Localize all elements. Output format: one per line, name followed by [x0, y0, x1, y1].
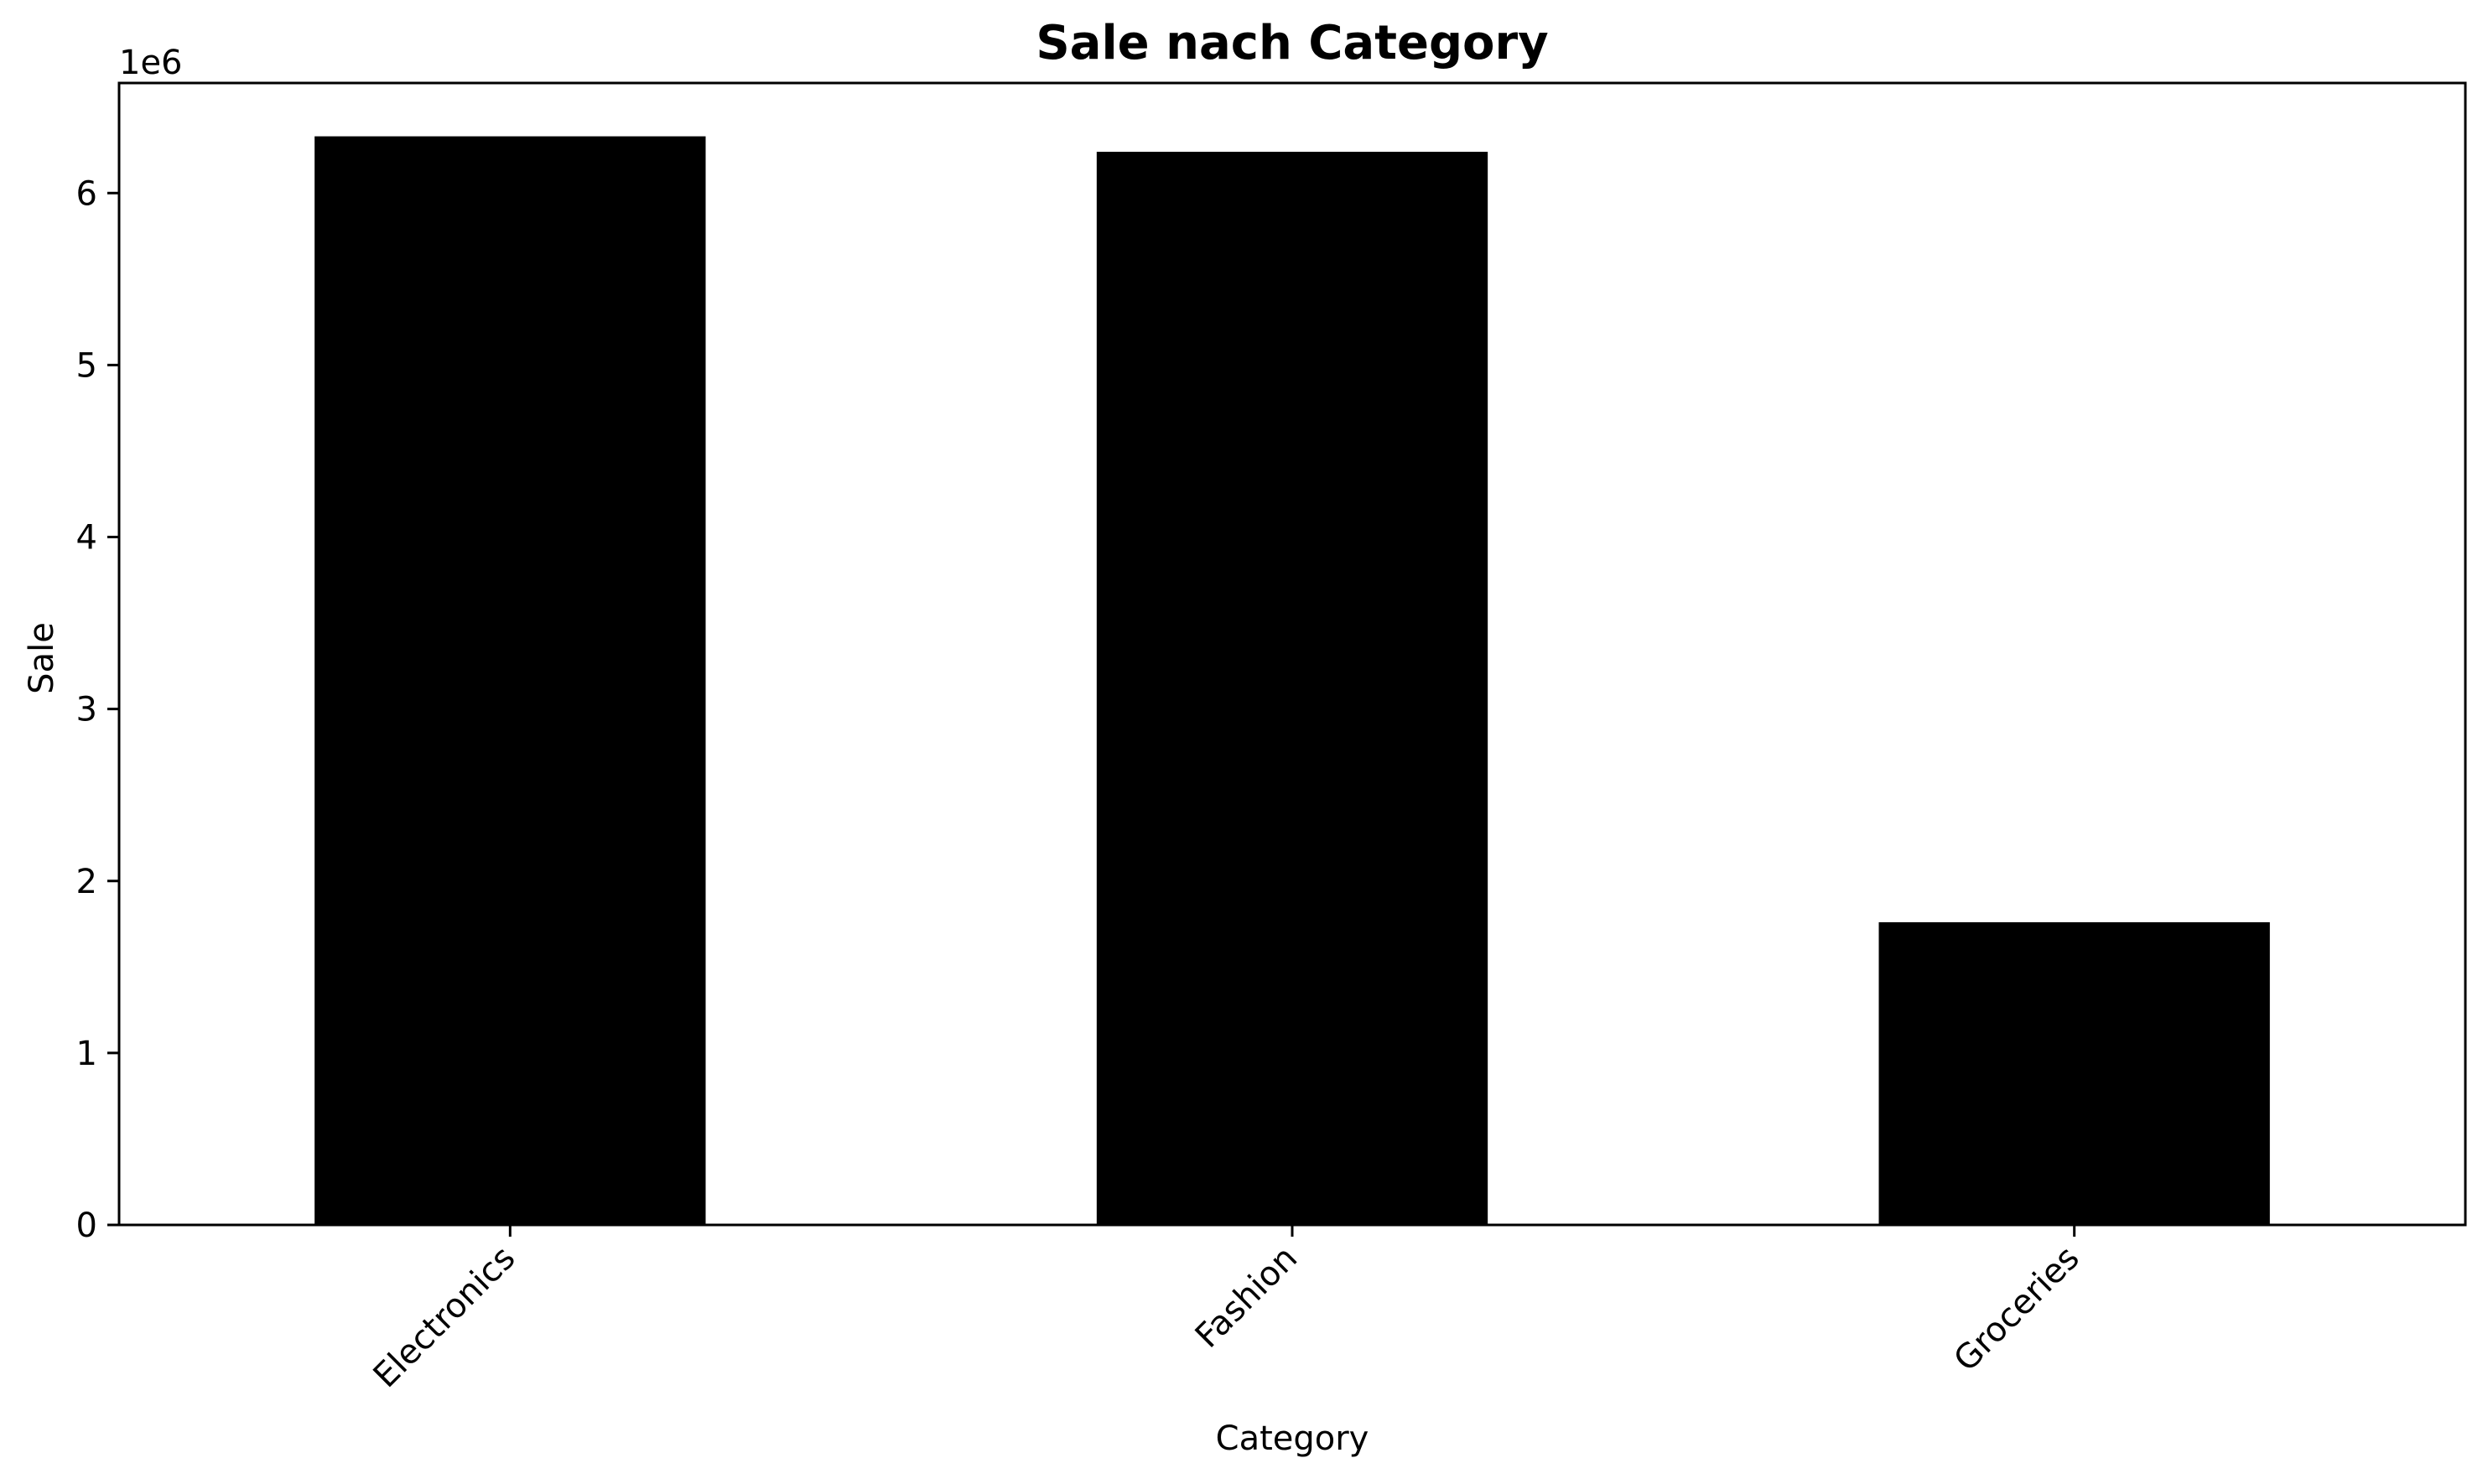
chart-title: Sale nach Category — [1036, 16, 1548, 70]
bar-groceries — [1878, 921, 2270, 1225]
y-tick-label: 3 — [76, 691, 97, 729]
bar-fashion — [1096, 152, 1488, 1225]
x-axis-label: Category — [1216, 1419, 1369, 1458]
y-axis-ticks: 0 1 2 3 4 5 6 — [76, 174, 119, 1245]
y-axis-label: Sale — [23, 622, 61, 694]
y-tick-label: 4 — [76, 519, 97, 558]
y-tick-label: 1 — [76, 1035, 97, 1073]
y-tick-label: 5 — [76, 346, 97, 385]
y-axis-offset-label: 1e6 — [119, 44, 183, 82]
bar-electronics — [314, 136, 706, 1225]
y-tick-label: 2 — [76, 863, 97, 901]
y-tick-label: 0 — [76, 1206, 97, 1245]
y-tick-label: 6 — [76, 174, 97, 213]
bars-layer — [314, 136, 2270, 1225]
